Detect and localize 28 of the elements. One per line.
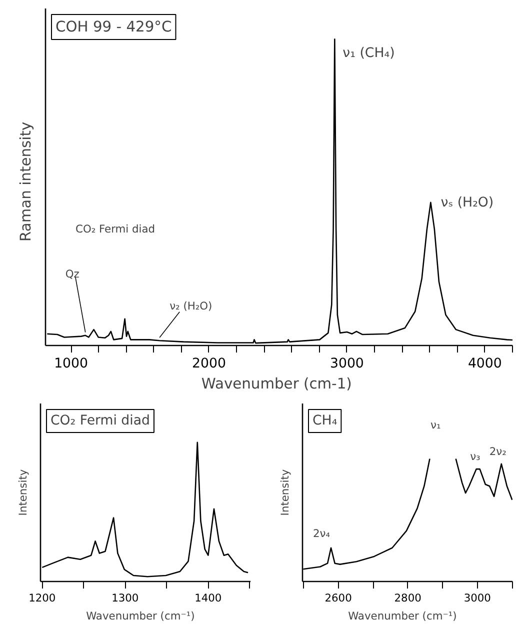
annotation: ν₂ (H₂O) (170, 300, 212, 313)
annotation: Qz (65, 267, 80, 280)
y-axis-title: Intensity (16, 469, 30, 516)
x-tick-label: 4000 (468, 356, 502, 372)
y-axis-title: Raman intensity (18, 122, 34, 242)
annotation: 2ν₄ (313, 526, 330, 540)
x-tick-label: 2800 (394, 592, 422, 604)
annotation: ν₃ (470, 450, 480, 464)
x-axis-title: Wavenumber (cm⁻¹) (348, 610, 457, 622)
x-tick-label: 1000 (54, 356, 88, 372)
x-axis-title: Wavenumber (cm-1) (201, 376, 352, 392)
x-tick-label: 2600 (324, 592, 352, 604)
x-tick-label: 3000 (464, 592, 492, 604)
x-tick-label: 1400 (194, 592, 222, 604)
annotation: νₛ (H₂O) (440, 195, 494, 210)
x-tick-label: 2000 (192, 356, 226, 372)
chart-title: CO₂ Fermi diad (50, 414, 150, 428)
chart-title: CH₄ (312, 414, 338, 428)
annotation: 2ν₂ (489, 444, 506, 458)
chart-title: COH 99 - 429°C (56, 18, 172, 36)
annotation: ν₁ (CH₄) (342, 46, 395, 62)
x-tick-label: 1300 (112, 592, 139, 604)
text: ν₁ (430, 418, 441, 432)
y-axis-title: Intensity (278, 469, 292, 516)
annotation: CO₂ Fermi diad (76, 222, 156, 236)
x-tick-label: 3000 (330, 356, 364, 372)
x-axis-title: Wavenumber (cm⁻¹) (86, 610, 195, 622)
x-tick-label: 1200 (28, 592, 56, 604)
